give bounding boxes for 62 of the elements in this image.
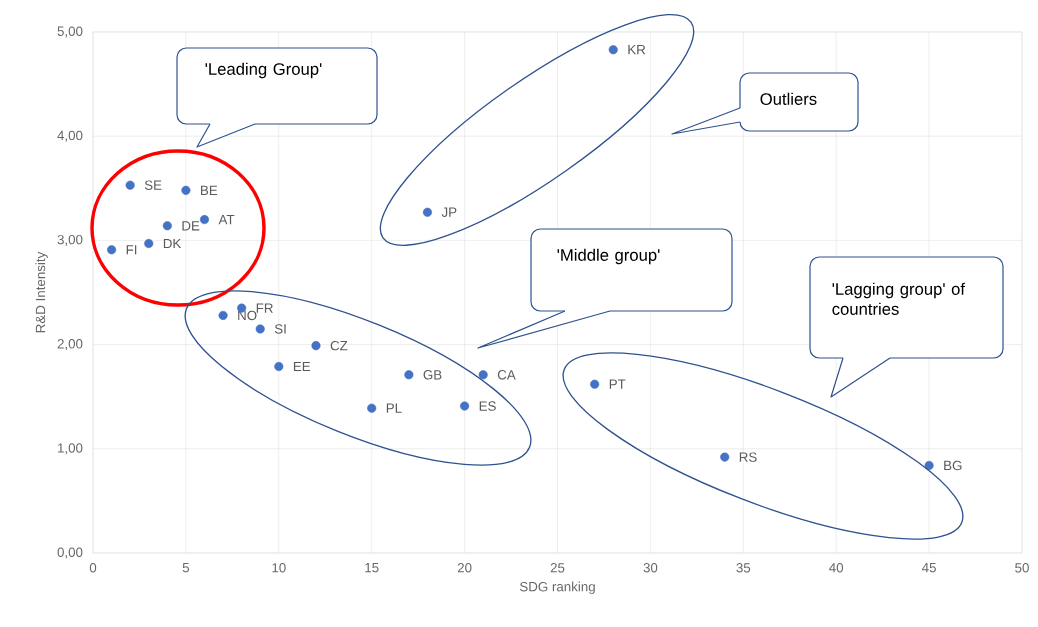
annotation: RS xyxy=(739,452,757,462)
x-axis-title: SDG ranking xyxy=(519,581,595,595)
point xyxy=(181,185,191,195)
annotation: DK xyxy=(163,238,182,249)
annotation: BG xyxy=(944,460,962,471)
x-tick-label: 10 xyxy=(272,563,286,573)
point xyxy=(720,452,730,462)
point xyxy=(404,370,414,380)
point xyxy=(311,341,321,351)
x-tick-label: 15 xyxy=(365,563,379,573)
point xyxy=(274,361,284,372)
annotation: PL xyxy=(386,403,402,413)
annotation: 'Middle group' xyxy=(557,248,660,265)
x-tick-label: 20 xyxy=(457,563,472,573)
x-tick-label: 35 xyxy=(736,563,751,573)
y-tick-label: 1,00 xyxy=(58,443,83,455)
annotation: GB xyxy=(423,370,442,380)
annotation: Outliers xyxy=(760,92,817,105)
point xyxy=(478,370,488,380)
annotation: CZ xyxy=(330,340,348,351)
point xyxy=(924,460,934,470)
x-tick-label: 0 xyxy=(89,563,97,573)
annotation: SI xyxy=(274,324,286,334)
annotation: AT xyxy=(218,214,235,225)
annotation: SE xyxy=(144,180,162,190)
annotation: FR xyxy=(256,303,273,313)
point xyxy=(255,324,265,334)
point xyxy=(144,238,154,249)
annotation: CA xyxy=(497,370,516,380)
annotation: ES xyxy=(479,401,496,411)
annotation: EE xyxy=(293,361,311,372)
annotation: PT xyxy=(609,379,626,389)
annotation: KR xyxy=(628,45,646,55)
annotation: 'Leading Group' xyxy=(205,62,322,79)
annotation: JP xyxy=(441,207,457,217)
y-tick-label: 4,00 xyxy=(57,130,83,142)
x-tick-label: 45 xyxy=(922,563,936,573)
x-tick-label: 30 xyxy=(643,563,658,573)
x-tick-label: 50 xyxy=(1015,563,1029,573)
y-tick-label: 0,00 xyxy=(57,547,83,559)
y-tick-label: 5,00 xyxy=(57,26,83,38)
annotation: BE xyxy=(201,185,218,195)
x-tick-label: 5 xyxy=(182,563,190,573)
point xyxy=(107,245,117,255)
annotation: 'Lagging group' of countries xyxy=(832,282,966,315)
point xyxy=(218,310,228,320)
point xyxy=(125,180,135,190)
point xyxy=(199,215,210,225)
y-tick-label: 3,00 xyxy=(57,234,83,246)
annotation: FI xyxy=(126,245,137,255)
annotation: NO xyxy=(238,310,257,321)
point xyxy=(162,221,172,231)
point xyxy=(608,45,618,55)
y-tick-label: 2,00 xyxy=(57,339,83,351)
x-tick-label: 25 xyxy=(550,563,565,573)
y-axis-title: R&D Intensity xyxy=(35,251,48,333)
annotation: DE xyxy=(182,221,200,231)
point xyxy=(460,401,470,411)
point xyxy=(422,207,432,217)
point xyxy=(590,379,600,389)
x-tick-label: 40 xyxy=(829,563,844,573)
point xyxy=(367,403,377,413)
